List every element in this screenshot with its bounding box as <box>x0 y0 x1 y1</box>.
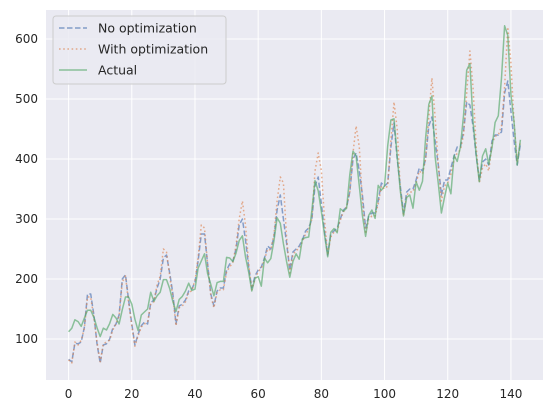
x-tick-label: 120 <box>436 387 459 401</box>
y-tick-label: 300 <box>15 212 38 226</box>
y-tick-label: 400 <box>15 152 38 166</box>
series-line-0 <box>68 80 522 364</box>
series-line-1 <box>68 26 522 364</box>
x-tick-label: 60 <box>251 387 266 401</box>
legend-label-2: Actual <box>98 63 137 78</box>
legend-box <box>52 15 227 85</box>
x-tick-label: 80 <box>314 387 329 401</box>
legend: No optimization With optimization Actual <box>52 15 227 85</box>
x-tick-label: 140 <box>499 387 522 401</box>
x-tick-label: 100 <box>373 387 396 401</box>
y-tick-label: 100 <box>15 332 38 346</box>
y-tick-labels: 100 200 300 400 500 600 <box>15 32 38 346</box>
series-line-2 <box>68 25 522 338</box>
legend-label-1: With optimization <box>98 42 208 57</box>
series-lines <box>68 25 522 364</box>
x-tick-label: 40 <box>187 387 202 401</box>
y-tick-label: 200 <box>15 272 38 286</box>
x-tick-labels: 0 20 40 60 80 100 120 140 <box>65 387 523 401</box>
legend-label-0: No optimization <box>98 21 197 36</box>
y-tick-label: 500 <box>15 92 38 106</box>
x-tick-label: 0 <box>65 387 73 401</box>
x-tick-label: 20 <box>124 387 139 401</box>
y-tick-label: 600 <box>15 32 38 46</box>
